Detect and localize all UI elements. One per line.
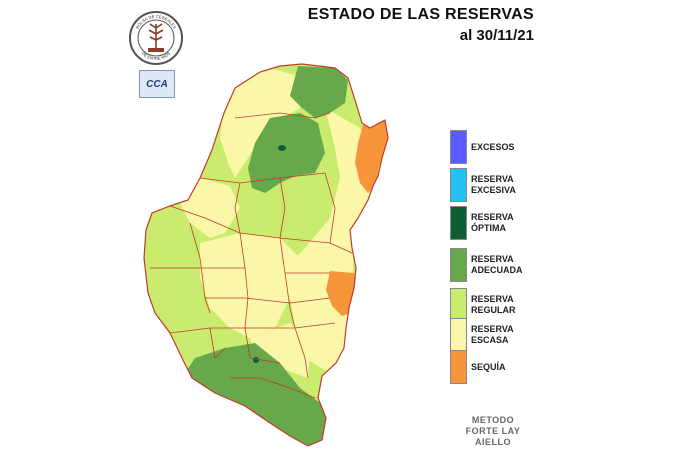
legend-label-adecuada-2: ADECUADA xyxy=(471,265,523,275)
legend-swatch-regular xyxy=(450,288,467,322)
legend-item-reserva-optima: RESERVA ÓPTIMA xyxy=(450,206,514,240)
drought-zone-east xyxy=(326,271,356,316)
cca-logo-text: CCA xyxy=(146,78,168,90)
legend-label-escasa-1: RESERVA xyxy=(471,324,514,334)
adequate-zone-center-north xyxy=(248,113,325,193)
legend-label-optima-2: ÓPTIMA xyxy=(471,223,506,233)
legend-label-adecuada-1: RESERVA xyxy=(471,254,514,264)
map-title: ESTADO DE LAS RESERVAS al 30/11/21 xyxy=(308,6,534,44)
legend-item-sequia: SEQUÍA xyxy=(450,350,506,384)
method-note: METODO FORTE LAY AIELLO xyxy=(448,415,538,448)
drought-zone-northeast xyxy=(355,118,388,193)
cca-logo: CCA xyxy=(139,70,175,98)
legend-item-reserva-escasa: RESERVA ESCASA xyxy=(450,318,514,352)
method-line-1: METODO xyxy=(471,415,515,425)
adequate-zone-south xyxy=(185,343,330,446)
legend-item-reserva-adecuada: RESERVA ADECUADA xyxy=(450,248,523,282)
legend-item-excesos: EXCESOS xyxy=(450,130,515,164)
legend-swatch-adecuada xyxy=(450,248,467,282)
scarce-zone-west xyxy=(180,178,240,238)
legend-item-reserva-regular: RESERVA REGULAR xyxy=(450,288,516,322)
legend-swatch-excesiva xyxy=(450,168,467,202)
legend-swatch-optima xyxy=(450,206,467,240)
legend-item-reserva-excesiva: RESERVA EXCESIVA xyxy=(450,168,516,202)
legend-label-regular-1: RESERVA xyxy=(471,294,514,304)
entre-rios-reserve-map xyxy=(143,63,389,447)
title-line-1: ESTADO DE LAS RESERVAS xyxy=(307,6,534,23)
adequate-zone-north xyxy=(290,66,348,118)
method-line-3: AIELLO xyxy=(475,437,511,447)
legend-label-regular-2: REGULAR xyxy=(471,305,516,315)
method-line-2: FORTE LAY xyxy=(465,426,521,436)
optimal-spot-north xyxy=(278,145,286,151)
legend-label-excesiva-1: RESERVA xyxy=(471,174,514,184)
legend-label-excesos: EXCESOS xyxy=(471,141,515,152)
scarce-zone-north xyxy=(220,68,305,178)
bolsa-cereales-seal-logo: BOLSA DE CEREALES DE ENTRE RIOS xyxy=(129,11,183,65)
legend-swatch-excesos xyxy=(450,130,467,164)
department-borders xyxy=(150,112,353,399)
legend-swatch-escasa xyxy=(450,318,467,352)
legend-swatch-sequia xyxy=(450,350,467,384)
legend-label-sequia: SEQUÍA xyxy=(471,361,506,372)
legend-label-optima-1: RESERVA xyxy=(471,212,514,222)
scarce-zone-south xyxy=(250,323,310,378)
legend-label-escasa-2: ESCASA xyxy=(471,335,509,345)
optimal-spot-south xyxy=(253,357,259,363)
legend-label-excesiva-2: EXCESIVA xyxy=(471,185,516,195)
scarce-zone-center xyxy=(200,233,300,338)
title-date: al 30/11/21 xyxy=(459,27,534,44)
